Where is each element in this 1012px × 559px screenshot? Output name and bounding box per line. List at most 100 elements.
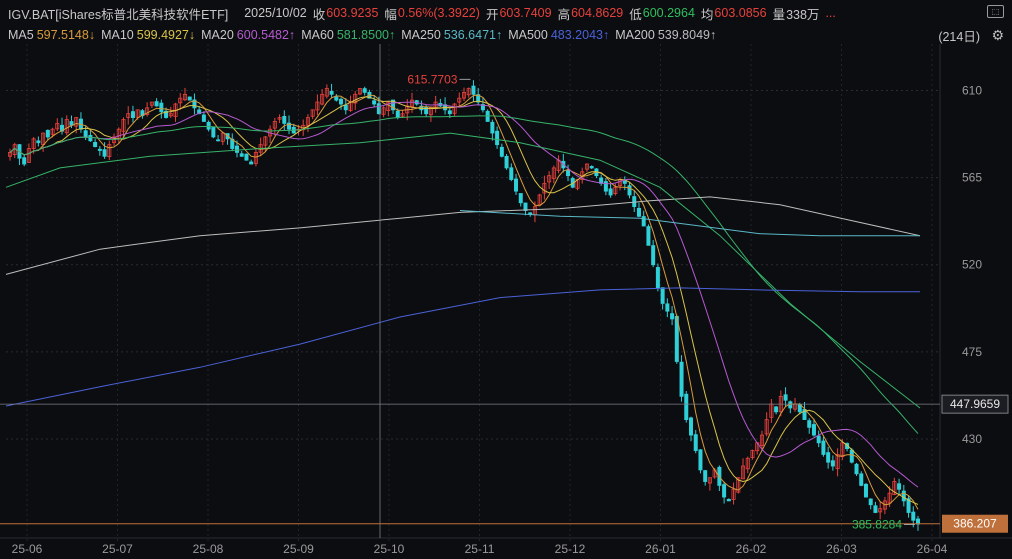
candle-body <box>461 92 466 99</box>
ma5-line <box>9 94 919 510</box>
crosshair-price-label: 447.9659 <box>950 397 1000 411</box>
quote-date: 2025/10/02 <box>244 6 307 20</box>
candle-body <box>736 477 741 493</box>
candle-body <box>537 194 542 205</box>
candle-body <box>603 181 608 192</box>
period-selector[interactable]: (214日) <box>938 30 980 44</box>
more-indicator[interactable]: ... <box>825 6 836 20</box>
y-tick-label: 430 <box>962 432 982 446</box>
candle-body <box>159 102 164 113</box>
candle-body <box>670 313 675 320</box>
ma5-label: MA5 <box>8 28 34 42</box>
ma200-label: MA200 <box>615 28 655 42</box>
candle-body <box>362 88 367 93</box>
candle-body <box>566 169 571 177</box>
candle-body <box>206 121 211 130</box>
x-tick-label: 25-10 <box>374 542 405 556</box>
x-tick-label: 25-08 <box>193 542 224 556</box>
ma250-label: MA250 <box>401 28 441 42</box>
x-tick-label: 25-06 <box>12 542 43 556</box>
candle-body <box>149 101 154 106</box>
ma60-label: MA60 <box>301 28 334 42</box>
open-value: 603.7409 <box>499 6 552 20</box>
candle-body <box>849 449 854 463</box>
candle-body <box>216 139 221 142</box>
candle-body <box>74 117 79 127</box>
ma60-line <box>9 115 919 434</box>
candle-body <box>287 122 292 130</box>
candle-body <box>31 138 36 149</box>
candle-body <box>684 393 689 420</box>
candle-body <box>320 93 325 105</box>
candle-body <box>655 267 660 289</box>
candle-body <box>339 98 344 105</box>
candle-body <box>107 144 112 158</box>
low-annotation-label: 385.8284 <box>852 517 902 531</box>
candle-body <box>102 149 107 157</box>
candle-body <box>741 465 746 480</box>
candle-body <box>357 88 362 95</box>
candle-body <box>703 470 708 482</box>
candle-body <box>499 146 504 157</box>
candle-body <box>646 226 651 246</box>
candle-body <box>764 419 769 435</box>
candle-body <box>116 128 121 139</box>
candle-body <box>64 119 69 134</box>
candle-body <box>178 97 183 104</box>
candle-body <box>391 99 396 111</box>
candle-body <box>83 130 88 138</box>
low-value: 600.2964 <box>642 6 695 20</box>
candle-body <box>750 450 755 459</box>
candle-body <box>759 434 764 446</box>
candle-body <box>164 110 169 118</box>
candle-body <box>693 434 698 451</box>
candle-body <box>234 145 239 153</box>
change-label: 幅 <box>384 7 397 22</box>
candle-body <box>542 182 547 194</box>
candle-body <box>911 511 916 521</box>
gear-icon[interactable]: ⚙ <box>991 27 1004 43</box>
candle-body <box>514 178 519 192</box>
high-value: 604.8629 <box>571 6 624 20</box>
candle-body <box>315 101 320 111</box>
candle-body <box>873 505 878 513</box>
candle-body <box>305 117 310 126</box>
candle-body <box>145 107 150 115</box>
ma200-value: 539.8049↑ <box>657 28 717 42</box>
candle-body <box>821 440 826 455</box>
candle-body <box>457 97 462 103</box>
candle-body <box>641 216 646 227</box>
candle-body <box>471 85 476 95</box>
candle-body <box>679 361 684 397</box>
candle-body <box>495 130 500 146</box>
candle-body <box>816 435 821 444</box>
candle-body <box>811 424 816 436</box>
avg-value: 603.0856 <box>714 6 767 20</box>
candle-body <box>636 207 641 217</box>
candle-body <box>589 166 594 169</box>
expand-icon[interactable]: ⬚ <box>987 5 1004 18</box>
close-value: 603.9235 <box>326 6 379 20</box>
x-tick-label: 26-03 <box>826 542 857 556</box>
quote-header: IGV.BAT[iShares标普北美科技软件ETF] 2025/10/02 收… <box>0 2 1012 24</box>
candle-body <box>168 113 173 117</box>
candle-body <box>353 93 358 104</box>
ma250-line <box>459 210 920 237</box>
candle-body <box>395 110 400 118</box>
x-tick-label: 25-09 <box>283 542 314 556</box>
candle-body <box>707 477 712 484</box>
candle-body <box>608 188 613 196</box>
candle-body <box>249 161 254 165</box>
ma200-line <box>5 196 921 275</box>
ma10-value: 599.4927↓ <box>136 28 196 42</box>
candle-body <box>613 186 618 195</box>
candle-body <box>901 490 906 502</box>
candle-body <box>187 96 192 101</box>
instrument-title: IGV.BAT[iShares标普北美科技软件ETF] <box>8 7 229 22</box>
candle-body <box>490 121 495 134</box>
ma500-line <box>5 287 920 407</box>
candle-body <box>466 88 471 96</box>
x-tick-label: 25-12 <box>555 542 586 556</box>
low-label: 低 <box>629 7 642 22</box>
